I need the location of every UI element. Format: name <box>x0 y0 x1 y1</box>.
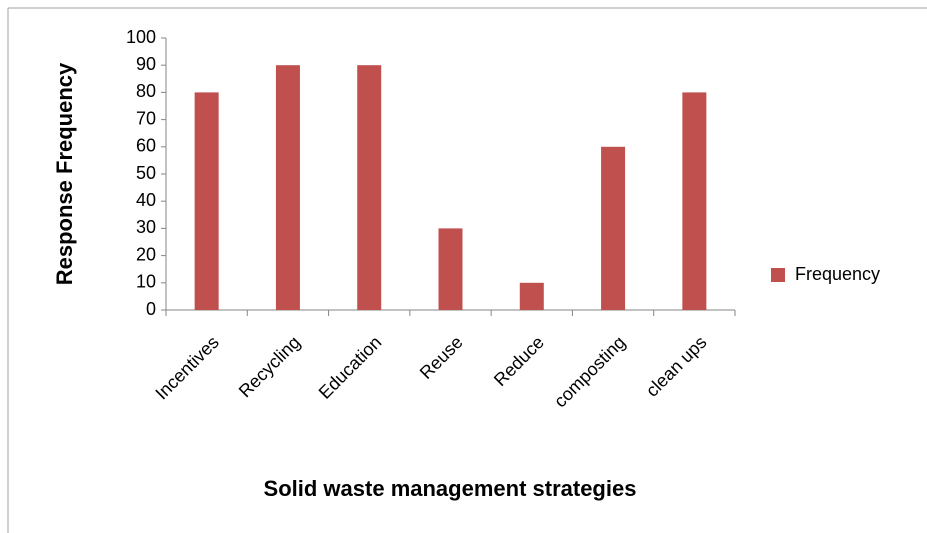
y-tick-label: 70 <box>136 108 156 128</box>
bar <box>275 65 300 310</box>
y-tick-label: 0 <box>146 299 156 319</box>
y-tick-label: 80 <box>136 81 156 101</box>
x-tick-label: composting <box>550 332 629 411</box>
bar <box>194 92 219 311</box>
x-tick-label: Incentives <box>151 332 222 403</box>
y-tick-label: 50 <box>136 163 156 183</box>
y-tick-label: 40 <box>136 190 156 210</box>
bar <box>682 92 707 311</box>
y-tick-label: 90 <box>136 54 156 74</box>
legend-swatch <box>771 268 785 282</box>
legend-label: Frequency <box>795 264 880 284</box>
y-tick-label: 20 <box>136 244 156 264</box>
bar <box>601 146 626 310</box>
bar <box>519 282 544 310</box>
x-tick-label: clean ups <box>642 332 711 401</box>
bar <box>357 65 382 310</box>
x-axis-title: Solid waste management strategies <box>264 476 637 501</box>
y-tick-label: 100 <box>126 27 156 47</box>
x-tick-label: Recycling <box>235 332 304 401</box>
y-tick-label: 60 <box>136 136 156 156</box>
x-tick-label: Reduce <box>490 332 548 390</box>
y-tick-label: 30 <box>136 217 156 237</box>
y-axis-title: Response Frequency <box>52 62 77 285</box>
x-tick-label: Reuse <box>416 332 467 383</box>
bar <box>438 228 463 310</box>
y-tick-label: 10 <box>136 272 156 292</box>
x-tick-label: Education <box>315 332 386 403</box>
